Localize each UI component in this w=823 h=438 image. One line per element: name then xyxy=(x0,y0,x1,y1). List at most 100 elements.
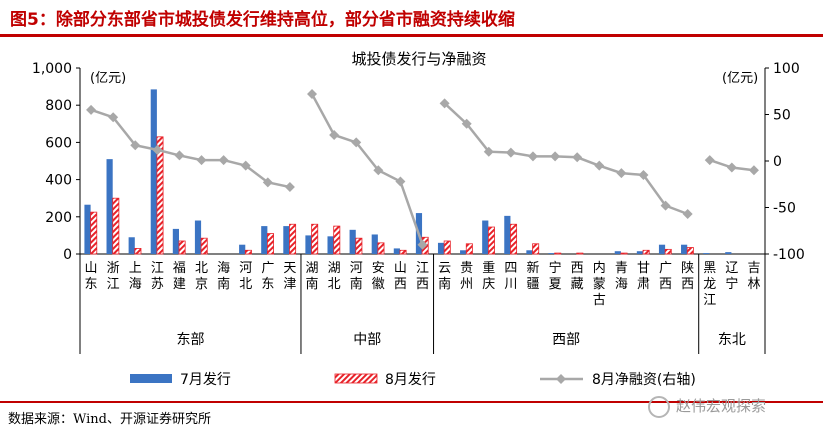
x-tick-label: 湖北 xyxy=(328,261,341,292)
x-tick-label: 陕西 xyxy=(681,261,694,292)
bar-july xyxy=(681,244,688,254)
y-tick-label-left: 800 xyxy=(45,98,72,114)
bar-august xyxy=(311,223,319,255)
bar-august xyxy=(465,243,473,255)
net-financing-point xyxy=(748,165,759,176)
bar-july xyxy=(305,235,312,254)
net-financing-point xyxy=(262,177,273,188)
net-financing-point xyxy=(704,155,715,166)
source-note: 数据来源：Wind、开源证券研究所 xyxy=(8,412,211,427)
x-tick-label: 河北 xyxy=(239,261,252,292)
bar-july xyxy=(371,234,378,254)
x-tick-label: 广东 xyxy=(261,261,274,292)
net-financing-point xyxy=(130,140,141,151)
bar-august xyxy=(178,240,186,255)
x-tick-label: 湖南 xyxy=(306,261,319,292)
y-tick-label-right: 0 xyxy=(773,154,782,170)
net-financing-point xyxy=(108,112,119,123)
x-tick-label: 北京 xyxy=(195,261,208,292)
net-financing-point xyxy=(373,165,384,176)
bar-july xyxy=(482,220,489,254)
wechat-icon xyxy=(648,396,670,418)
net-financing-point xyxy=(594,160,605,171)
x-tick-label: 广西 xyxy=(659,261,672,292)
bar-july xyxy=(548,253,555,254)
x-tick-label: 贵州 xyxy=(460,261,473,292)
bar-july xyxy=(437,242,445,254)
x-tick-label: 重庆 xyxy=(482,260,495,292)
bar-august xyxy=(112,197,120,255)
net-financing-point xyxy=(174,150,185,161)
y-tick-label-left: 200 xyxy=(45,210,72,226)
x-tick-label: 天津 xyxy=(283,261,296,292)
bar-august xyxy=(244,249,252,255)
x-tick-label: 海南 xyxy=(217,261,230,292)
y-tick-label-left: 600 xyxy=(45,135,72,151)
region-label: 中部 xyxy=(353,332,381,348)
region-label: 东北 xyxy=(718,332,746,348)
bar-july xyxy=(658,244,666,254)
bar-august xyxy=(355,237,363,255)
bar-july xyxy=(504,215,511,254)
x-tick-label: 甘肃 xyxy=(637,261,650,292)
net-financing-point xyxy=(86,104,97,115)
bar-august xyxy=(156,136,164,255)
figure-title: 图5：除部分东部省市城投债发行维持高位，部分省市融资持续收缩 xyxy=(10,10,515,30)
net-financing-point xyxy=(196,155,207,166)
bar-july xyxy=(526,250,533,254)
footer-rule xyxy=(0,401,823,403)
bar-july xyxy=(725,252,732,254)
x-tick-label: 上海 xyxy=(129,261,142,292)
net-financing-point xyxy=(483,146,494,157)
legend-marker-net xyxy=(556,374,566,384)
y-tick-label-right: -100 xyxy=(773,247,805,263)
x-tick-label: 山西 xyxy=(394,261,407,292)
bar-august xyxy=(377,242,385,255)
y-axis-unit-left: (亿元) xyxy=(90,71,126,86)
net-financing-point xyxy=(461,118,472,129)
x-tick-label: 江苏 xyxy=(151,261,164,292)
x-tick-label: 内蒙古 xyxy=(593,260,606,308)
chart-title: 城投债发行与净融资 xyxy=(351,50,486,68)
region-label: 东部 xyxy=(176,332,204,348)
net-financing-point xyxy=(616,168,627,179)
net-financing-point xyxy=(395,176,406,187)
x-tick-label: 宁夏 xyxy=(549,260,562,292)
x-tick-label: 西藏 xyxy=(571,261,584,292)
bar-august xyxy=(642,249,650,255)
net-financing-point xyxy=(638,169,649,180)
bar-july xyxy=(393,248,400,254)
net-financing-line xyxy=(90,108,291,189)
bar-july xyxy=(261,226,268,254)
bar-august xyxy=(510,223,518,255)
net-financing-point xyxy=(329,129,340,140)
net-financing-line xyxy=(443,102,689,216)
legend-swatch-july xyxy=(130,374,172,383)
bar-august xyxy=(200,237,208,255)
x-tick-label: 河南 xyxy=(350,261,363,292)
net-financing-point xyxy=(505,147,516,158)
legend-swatch-august xyxy=(334,373,378,384)
x-tick-label: 江西 xyxy=(416,261,429,292)
bar-july xyxy=(194,220,202,254)
x-tick-label: 安徽 xyxy=(372,261,385,292)
chart: 城投债发行与净融资 (亿元) (亿元) 0 200 400 600 800 1,000 -1… xyxy=(32,50,805,388)
net-financing-point xyxy=(572,152,583,163)
y-tick-label-right: -50 xyxy=(773,201,796,217)
figure-header: 图5：除部分东部省市城投债发行维持高位，部分省市融资持续收缩 xyxy=(0,0,823,38)
bar-july xyxy=(239,244,246,254)
header-rule xyxy=(0,34,823,37)
y-axis-unit-right: (亿元) xyxy=(722,71,758,86)
x-tick-label: 山东 xyxy=(85,261,98,292)
legend-label-july: 7月发行 xyxy=(180,372,231,388)
bar-july xyxy=(84,204,91,254)
bar-july xyxy=(703,253,710,254)
x-tick-label: 新疆 xyxy=(526,260,539,292)
x-tick-label: 吉林 xyxy=(747,261,760,292)
net-financing-point xyxy=(240,160,251,171)
net-financing-point xyxy=(284,182,295,193)
legend-label-august: 8月发行 xyxy=(385,372,436,388)
x-tick-label: 云南 xyxy=(438,261,451,292)
x-tick-label: 青海 xyxy=(615,261,628,292)
x-tick-label: 黑龙江 xyxy=(703,261,716,308)
